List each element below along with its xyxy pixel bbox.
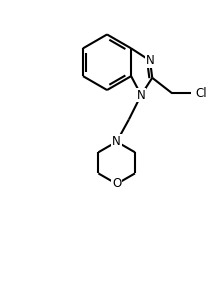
Text: N: N <box>146 54 154 67</box>
Text: N: N <box>137 88 145 101</box>
Text: O: O <box>112 177 121 190</box>
Text: N: N <box>112 135 121 148</box>
Text: Cl: Cl <box>196 87 207 100</box>
